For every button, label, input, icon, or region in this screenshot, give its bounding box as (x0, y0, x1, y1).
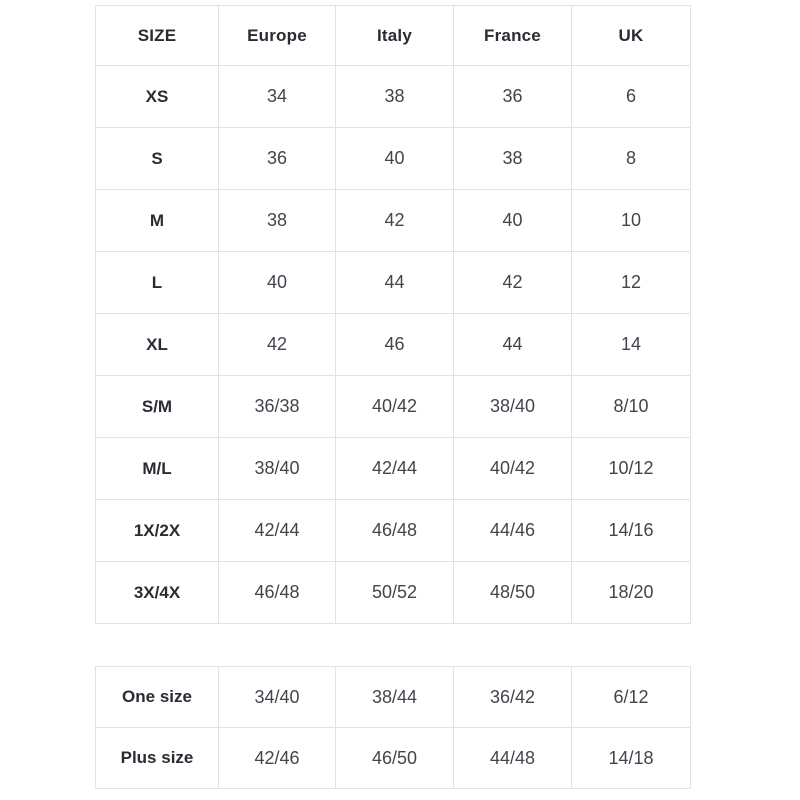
table-cell: 42/46 (218, 727, 336, 789)
table-cell: 38/40 (453, 375, 572, 438)
column-header-uk: UK (571, 5, 691, 66)
table-cell: 50/52 (335, 561, 454, 624)
table-cell: 42 (218, 313, 336, 376)
column-header-italy: Italy (335, 5, 454, 66)
table-cell: 46/48 (218, 561, 336, 624)
table-cell: 14/18 (571, 727, 691, 789)
row-label-cell: XS (95, 65, 219, 128)
table-cell: 40 (218, 251, 336, 314)
table-cell: 38 (218, 189, 336, 252)
table-cell: 6 (571, 65, 691, 128)
table-cell: 40/42 (335, 375, 454, 438)
table-row-1x2x: 1X/2X 42/44 46/48 44/46 14/16 (95, 499, 691, 562)
column-header-size: SIZE (95, 5, 219, 66)
table-row-3x4x: 3X/4X 46/48 50/52 48/50 18/20 (95, 561, 691, 624)
table-cell: 14 (571, 313, 691, 376)
table-cell: 8/10 (571, 375, 691, 438)
table-cell: 36/42 (453, 666, 572, 728)
table-cell: 14/16 (571, 499, 691, 562)
table-cell: 8 (571, 127, 691, 190)
table-row-plus-size: Plus size 42/46 46/50 44/48 14/18 (95, 727, 691, 789)
table-cell: 40 (335, 127, 454, 190)
header-row: SIZE Europe Italy France UK (95, 5, 691, 66)
column-header-france: France (453, 5, 572, 66)
table-row-m: M 38 42 40 10 (95, 189, 691, 252)
table-cell: 46/48 (335, 499, 454, 562)
table-cell: 38/44 (335, 666, 454, 728)
row-label-cell: 1X/2X (95, 499, 219, 562)
table-row-xl: XL 42 46 44 14 (95, 313, 691, 376)
table-row-sm: S/M 36/38 40/42 38/40 8/10 (95, 375, 691, 438)
table-cell: 44/46 (453, 499, 572, 562)
size-conversion-table: SIZE Europe Italy France UK XS 34 38 36 … (95, 5, 691, 624)
table-cell: 36/38 (218, 375, 336, 438)
table-row-s: S 36 40 38 8 (95, 127, 691, 190)
column-header-europe: Europe (218, 5, 336, 66)
row-label-cell: S (95, 127, 219, 190)
table-cell: 44 (335, 251, 454, 314)
table-cell: 12 (571, 251, 691, 314)
row-label-cell: 3X/4X (95, 561, 219, 624)
table-cell: 42 (335, 189, 454, 252)
table-row-ml: M/L 38/40 42/44 40/42 10/12 (95, 437, 691, 500)
table-row-one-size: One size 34/40 38/44 36/42 6/12 (95, 666, 691, 728)
row-label-cell: M/L (95, 437, 219, 500)
table-cell: 48/50 (453, 561, 572, 624)
table-cell: 40/42 (453, 437, 572, 500)
table-cell: 38 (453, 127, 572, 190)
table-cell: 18/20 (571, 561, 691, 624)
table-cell: 6/12 (571, 666, 691, 728)
table-cell: 42/44 (335, 437, 454, 500)
table-cell: 46/50 (335, 727, 454, 789)
row-label-cell: S/M (95, 375, 219, 438)
row-label-cell: Plus size (95, 727, 219, 789)
table-cell: 38 (335, 65, 454, 128)
table-cell: 10 (571, 189, 691, 252)
table-cell: 34 (218, 65, 336, 128)
table-cell: 40 (453, 189, 572, 252)
row-label-cell: XL (95, 313, 219, 376)
table-row-l: L 40 44 42 12 (95, 251, 691, 314)
table-cell: 42 (453, 251, 572, 314)
table-cell: 44/48 (453, 727, 572, 789)
table-cell: 44 (453, 313, 572, 376)
row-label-cell: L (95, 251, 219, 314)
row-label-cell: M (95, 189, 219, 252)
table-cell: 34/40 (218, 666, 336, 728)
table-cell: 10/12 (571, 437, 691, 500)
table-cell: 38/40 (218, 437, 336, 500)
row-label-cell: One size (95, 666, 219, 728)
special-sizes-table: One size 34/40 38/44 36/42 6/12 Plus siz… (95, 666, 691, 789)
table-cell: 36 (218, 127, 336, 190)
table-row-xs: XS 34 38 36 6 (95, 65, 691, 128)
table-cell: 36 (453, 65, 572, 128)
table-cell: 46 (335, 313, 454, 376)
table-cell: 42/44 (218, 499, 336, 562)
